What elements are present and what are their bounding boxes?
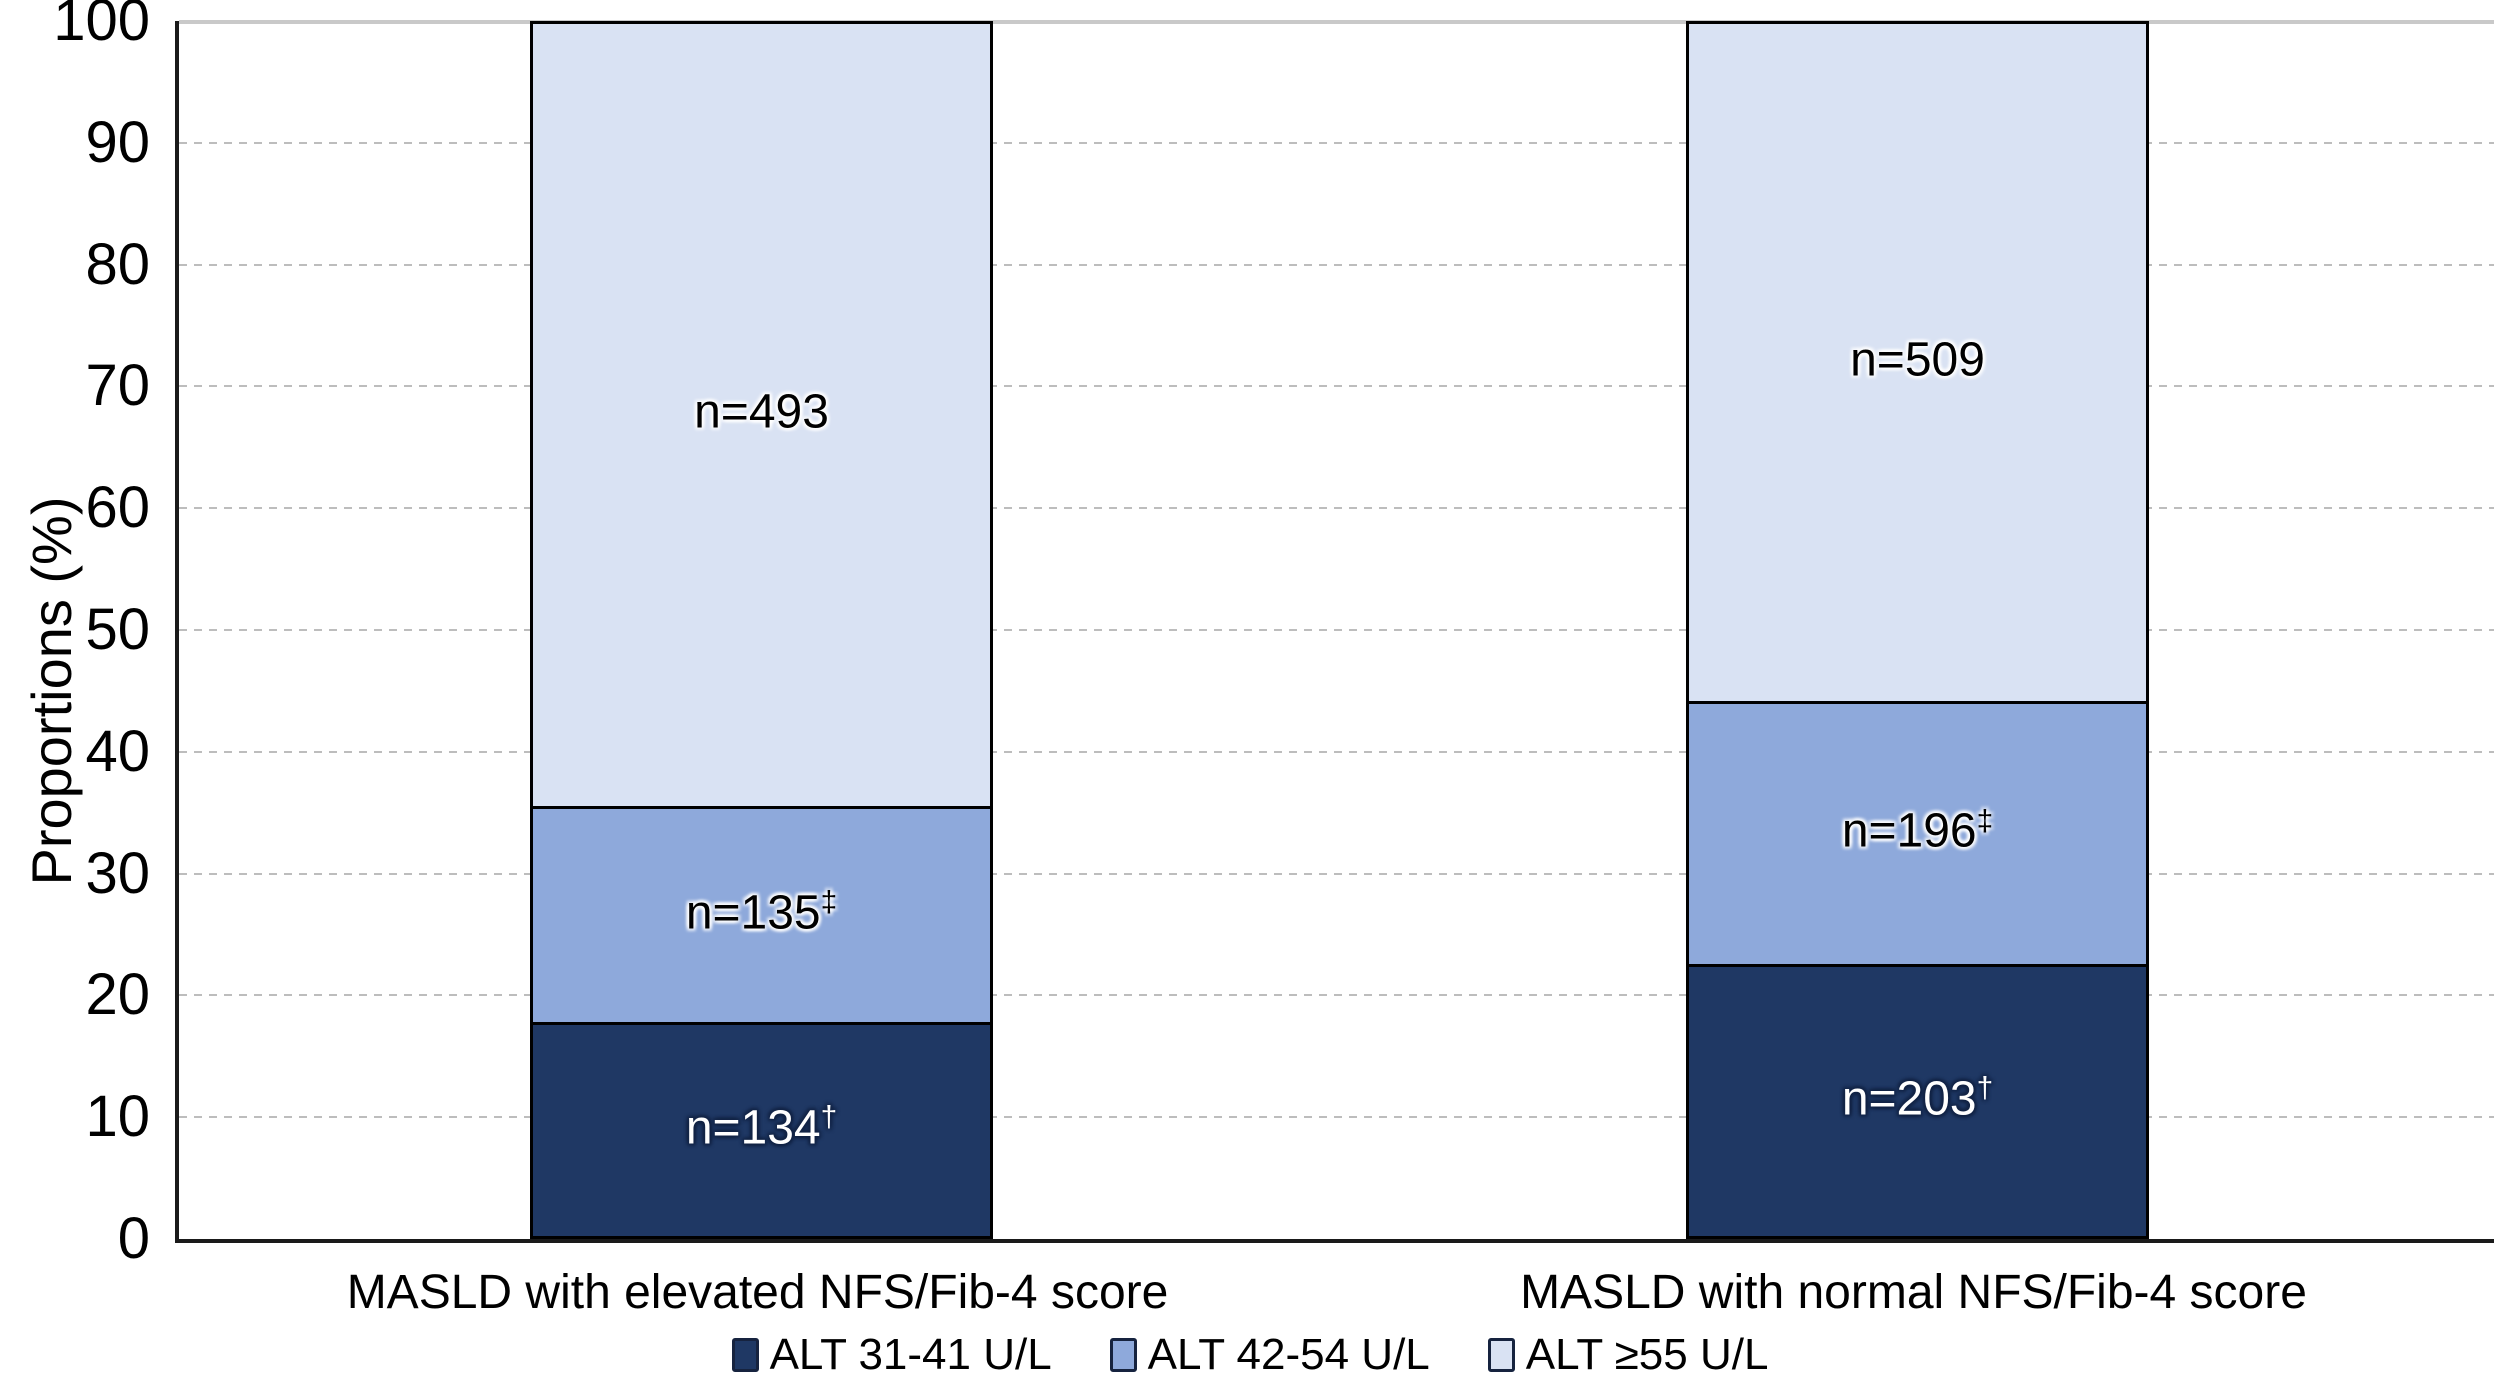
bar-2-segment-alt-55-u-l: n=509 [1686,21,2149,704]
bar-1: n=493 n=135‡ n=134† [530,21,993,1239]
gridline-10 [179,1116,2494,1119]
legend-item-3: ALT ≥55 U/L [1487,1330,1769,1379]
category-label-2: MASLD with normal NFS/Fib-4 score [1520,1266,2307,1319]
gridline-80 [179,263,2494,266]
legend-label: ALT 42-54 U/L [1147,1330,1430,1379]
bar-1-segment-alt-55-u-l: n=493 [530,21,993,809]
y-tick-label-90: 90 [85,109,150,175]
legend-swatch-icon [731,1338,759,1372]
gridline-20 [179,994,2494,997]
segment-count-label: n=203† [1841,1071,1994,1125]
y-tick-label-30: 30 [85,840,150,906]
gridline-70 [179,385,2494,388]
y-tick-label-40: 40 [85,718,150,784]
bar-2-segment-alt-31-41-u-l: n=203† [1686,967,2149,1239]
segment-count-label: n=509 [1850,332,1985,386]
bar-2-segment-alt-42-54-u-l: n=196‡ [1686,704,2149,967]
segment-count-label: n=493 [694,385,829,439]
y-tick-label-100: 100 [53,0,150,53]
legend-label: ALT ≥55 U/L [1525,1330,1769,1379]
y-tick-label-10: 10 [85,1084,150,1150]
y-tick-label-70: 70 [85,353,150,419]
gridline-50 [179,629,2494,631]
gridline-90 [179,141,2494,144]
legend-label: ALT 31-41 U/L [769,1330,1052,1379]
bar-1-segment-alt-31-41-u-l: n=134† [530,1025,993,1239]
y-tick-label-0: 0 [117,1206,150,1271]
gridline-40 [179,750,2494,753]
footnote-marker: † [820,1100,838,1134]
segment-count-label: n=134† [685,1100,838,1154]
gridline-100 [179,20,2494,24]
legend-swatch-icon [1487,1338,1515,1372]
gridline-30 [179,872,2494,875]
legend: ALT 31-41 U/L ALT 42-54 U/L ALT ≥55 U/L [0,1333,2500,1377]
segment-count-label: n=196‡ [1841,804,1994,858]
bar-1-segment-alt-42-54-u-l: n=135‡ [530,809,993,1025]
segment-count-label: n=135‡ [685,885,838,939]
legend-swatch-icon [1109,1338,1137,1372]
footnote-marker: ‡ [1976,804,1994,838]
y-tick-label-20: 20 [85,962,150,1028]
legend-item-1: ALT 31-41 U/L [731,1330,1052,1379]
legend-item-2: ALT 42-54 U/L [1109,1330,1430,1379]
footnote-marker: ‡ [820,885,838,919]
category-label-1: MASLD with elevated NFS/Fib-4 score [346,1266,1169,1319]
bar-2: n=509 n=196‡ n=203† [1686,21,2149,1239]
plot-area: n=493 n=135‡ n=134† n=509 n=196‡ n=203† [175,20,2494,1243]
footnote-marker: † [1976,1071,1994,1105]
y-tick-label-80: 80 [85,231,150,297]
y-tick-label-50: 50 [85,597,150,662]
gridline-60 [179,507,2494,510]
y-tick-label-60: 60 [85,475,150,541]
